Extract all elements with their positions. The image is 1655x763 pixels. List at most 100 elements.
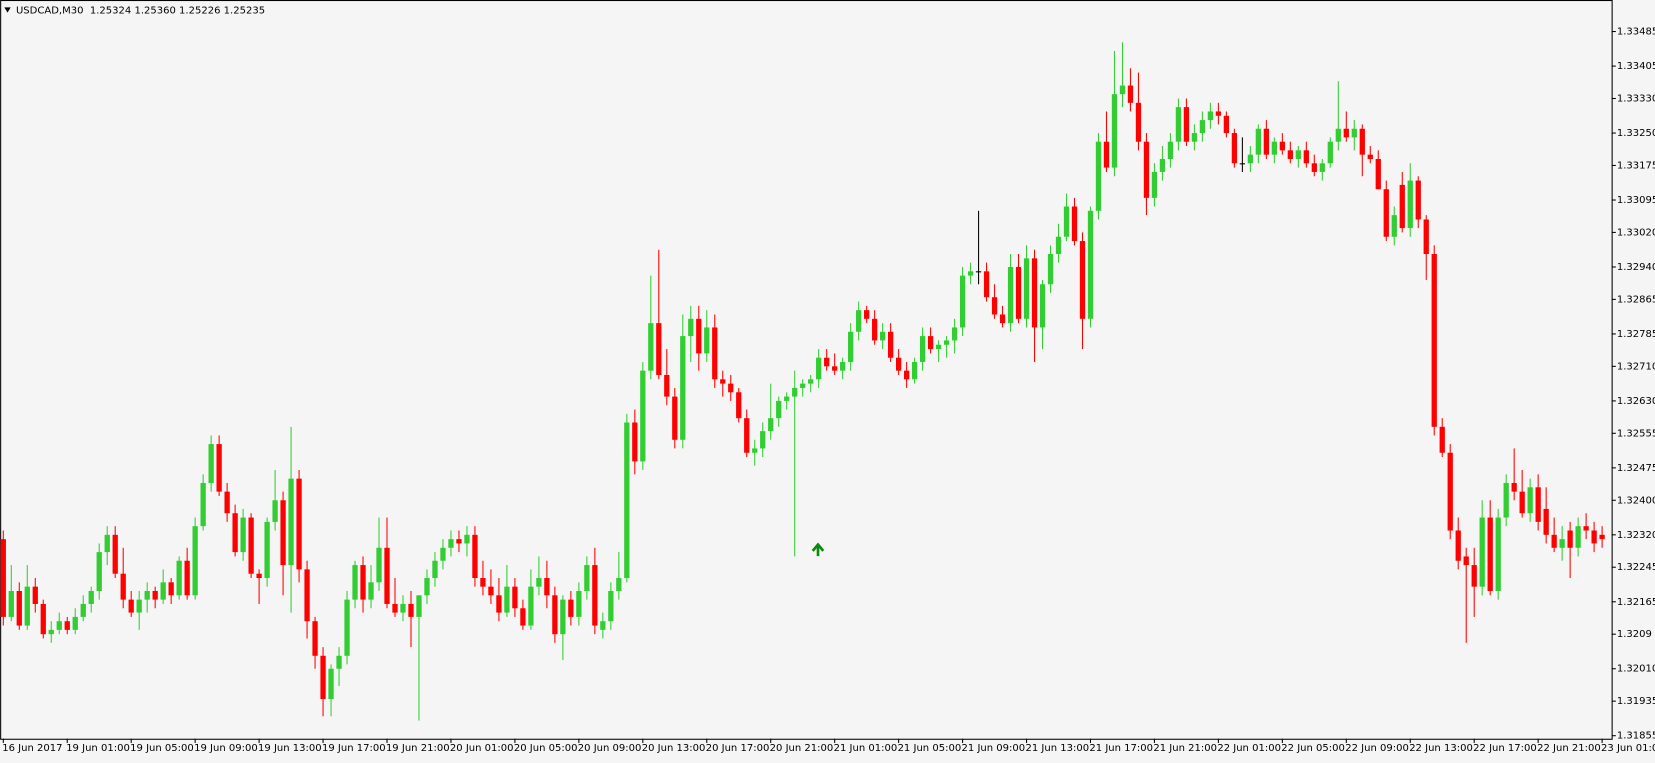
candle-body [680,336,686,440]
candle-body [664,374,670,397]
candle-body [568,599,574,617]
chart-title: USDCAD,M30 1.25324 1.25360 1.25226 1.252… [16,6,265,17]
candle-body [168,582,174,596]
x-tick-label: 19 Jun 21:00 [386,743,450,754]
candle-body [1279,141,1285,151]
candle-body [632,422,638,462]
candle-body [1311,163,1317,172]
x-tick-label: 22 Jun 01:00 [1217,743,1281,754]
candle-body [712,327,718,380]
candle-body [911,362,918,380]
candle-body [1143,141,1150,198]
candle-body [144,590,150,600]
candle-body [616,578,622,591]
candle-body [856,310,862,332]
candle-body [1119,85,1126,95]
candle-body [840,362,846,371]
x-tick-label: 21 Jun 21:00 [1153,743,1217,754]
candle-body [1007,266,1014,324]
candle-body [576,590,582,617]
candle-body [400,603,406,613]
buy-arrow [811,542,825,557]
x-tick-label: 20 Jun 01:00 [450,743,514,754]
candle-body [352,565,358,600]
candle-body [96,552,102,591]
candle-body [328,668,334,699]
candle-body [640,370,646,462]
candle-body [184,560,190,596]
candle-body [1079,241,1086,319]
candle-body [1471,565,1477,587]
x-tick-label: 22 Jun 05:00 [1281,743,1345,754]
candle-body [472,534,478,579]
y-tick-label: 1.32320 [1617,530,1655,541]
candle-body [416,595,422,617]
candle-body [16,590,22,626]
candle-body [1303,150,1309,164]
candle-body [536,578,542,587]
candle-body [1183,107,1190,142]
candle-body [951,327,958,341]
candle-body [1135,102,1142,142]
candle-body [488,586,494,596]
candle-body [1599,534,1605,540]
candle-body [1239,163,1246,165]
candle-body [848,331,854,363]
candle-body [1415,180,1421,220]
candle-body [1447,452,1453,531]
y-tick-label: 1.32710 [1617,361,1655,372]
candle-body [1199,120,1206,134]
candle-body [1591,530,1597,544]
candle-body [832,366,838,371]
y-tick-label: 1.32165 [1617,597,1655,608]
candle-body [120,573,126,600]
y-tick-label: 1.31855 [1617,731,1655,742]
candle-body [432,560,438,579]
x-tick-label: 21 Jun 01:00 [834,743,898,754]
candle-body [1207,111,1214,121]
candle-body [24,586,30,626]
candle-body [424,578,430,596]
candle-body [688,318,694,337]
candle-body [967,271,974,276]
candle-body [999,314,1006,324]
candle-body [464,534,470,544]
candle-body [1087,210,1094,319]
x-tick-label: 21 Jun 05:00 [898,743,962,754]
x-tick-label: 19 Jun 05:00 [130,743,194,754]
candle-body [1295,150,1301,159]
y-tick-label: 1.33250 [1617,128,1655,139]
candle-body [768,418,774,432]
candle-body [872,318,878,341]
y-tick-label: 1.32785 [1617,329,1655,340]
candle-body [368,582,374,600]
candle-body [1039,284,1046,328]
candle-body [1231,133,1238,164]
candle-body [1367,154,1373,159]
y-tick-label: 1.33175 [1617,160,1655,171]
x-tick-label: 22 Jun 09:00 [1345,743,1409,754]
candle-body [1215,111,1222,116]
candle-body [240,517,246,553]
candle-body [1495,517,1501,591]
candle-body [656,323,662,375]
candle-body [1111,94,1118,168]
x-tick-label: 20 Jun 05:00 [514,743,578,754]
candle-body [448,539,454,548]
candle-body [816,357,822,380]
candle-body [272,500,278,522]
candle-body [1319,163,1325,172]
candle-body [112,534,118,574]
y-tick-label: 1.32010 [1617,664,1655,675]
candle-body [1583,526,1589,531]
candle-body [744,418,750,453]
candle-body [512,586,518,609]
candle-body [192,526,198,596]
candle-body [152,590,158,600]
candle-body [880,331,886,341]
candle-body [0,539,6,617]
candle-body [64,621,70,630]
candle-body [624,422,630,579]
